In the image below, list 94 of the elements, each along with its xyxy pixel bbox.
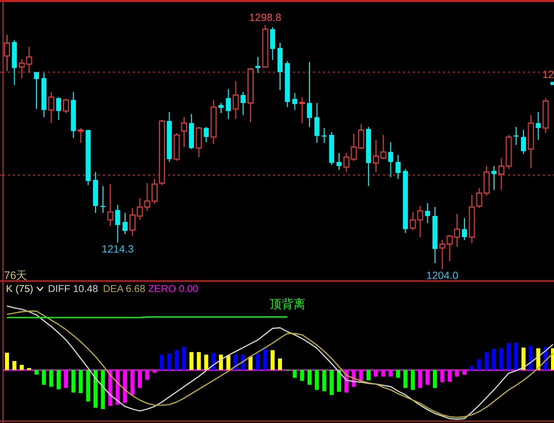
bar [226, 355, 230, 370]
text: DIFF 10.48 [48, 284, 98, 295]
bar [212, 352, 216, 370]
candlestick [34, 72, 40, 110]
annotation: 1298.8 [249, 12, 282, 24]
candlestick [299, 96, 306, 124]
bar [322, 370, 326, 392]
bar [174, 350, 179, 370]
candlestick [107, 184, 114, 227]
candlestick [491, 166, 496, 190]
bar [49, 370, 54, 387]
annotation: 12 [542, 68, 554, 81]
bar [167, 353, 172, 370]
candlestick [255, 56, 260, 74]
bar [182, 346, 186, 370]
candlestick [536, 111, 541, 141]
bar [432, 370, 437, 388]
bar [396, 370, 400, 378]
annotation: 1204.0 [426, 270, 459, 282]
bar [263, 348, 268, 370]
bar [234, 354, 238, 370]
chart-title: K (75) [6, 284, 34, 295]
bar [100, 370, 105, 410]
bar [314, 370, 319, 390]
text: 76天 [4, 270, 28, 282]
series-label: 顶背离 [269, 296, 306, 311]
annotation: 1214.3 [102, 243, 134, 256]
candlestick [388, 142, 394, 178]
text: DEA 6.68 [103, 284, 146, 295]
candlestick [462, 218, 467, 240]
bar [270, 350, 275, 370]
candlestick [270, 26, 276, 61]
bar [42, 370, 46, 385]
candlestick [232, 80, 239, 120]
candlestick [314, 102, 320, 144]
bar [94, 370, 98, 408]
bar [308, 370, 312, 385]
bar [330, 370, 334, 395]
candlestick [56, 96, 62, 120]
candlestick [181, 116, 188, 148]
candlestick [336, 152, 342, 170]
bar [241, 354, 246, 370]
bar [470, 366, 474, 370]
bar [78, 370, 83, 394]
bar [12, 361, 16, 370]
candlestick [78, 127, 84, 144]
candlestick [218, 102, 224, 114]
bar [189, 352, 194, 370]
bar [528, 346, 533, 370]
candlestick [307, 62, 312, 128]
candlestick [292, 92, 298, 110]
bar [5, 352, 9, 370]
bar [514, 342, 518, 370]
bar [300, 370, 304, 381]
candlestick [514, 126, 519, 146]
candlestick [196, 126, 202, 158]
bar [292, 370, 297, 378]
candlestick [115, 204, 120, 243]
candlestick [396, 154, 401, 180]
candlestick [4, 34, 10, 72]
bar [492, 348, 496, 370]
bar [204, 354, 208, 370]
bar [34, 370, 39, 374]
bar [521, 348, 526, 370]
bar [86, 370, 90, 402]
candlestick [204, 126, 209, 143]
bar [248, 356, 252, 370]
bar [160, 354, 164, 370]
candlestick [520, 130, 526, 154]
candlestick [63, 98, 70, 114]
bar [196, 352, 201, 370]
bar [278, 358, 282, 370]
bar [403, 370, 408, 388]
bar [410, 370, 415, 390]
bar [499, 348, 504, 370]
ref-line-label: ZERO 0.00 [148, 284, 199, 295]
candlestick [425, 202, 430, 224]
bar [56, 370, 61, 390]
bar [256, 353, 260, 370]
bar [477, 359, 482, 370]
candlestick [322, 127, 327, 144]
candlestick [226, 88, 231, 120]
bar [20, 364, 24, 370]
bar [337, 370, 342, 392]
bar [551, 348, 554, 370]
candlestick [100, 186, 106, 214]
candlestick [240, 91, 246, 116]
candlestick [122, 212, 128, 234]
bar [366, 370, 371, 380]
bar [218, 354, 223, 370]
bar [506, 343, 511, 370]
bar [71, 370, 76, 392]
candlestick [48, 91, 54, 124]
bar [484, 352, 489, 370]
